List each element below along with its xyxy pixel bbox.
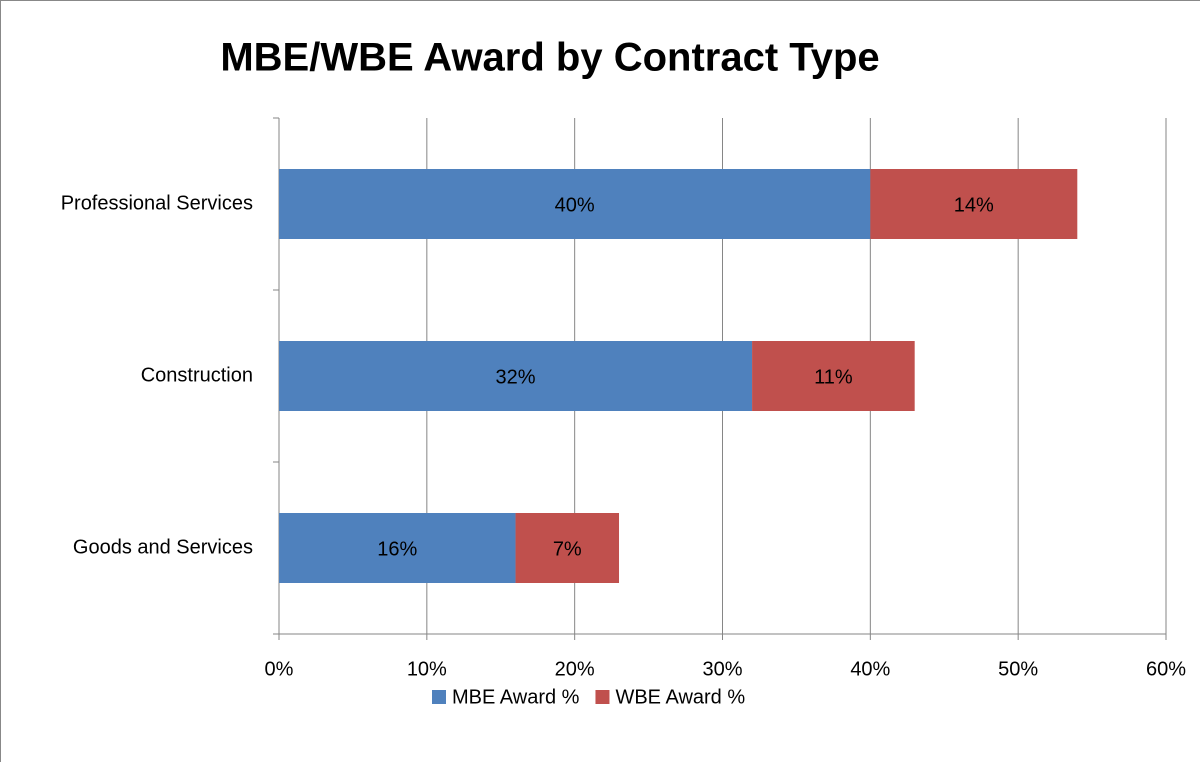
x-tick-label: 60% <box>1146 658 1186 680</box>
bar-segment <box>870 169 1078 239</box>
x-tick-label: 10% <box>407 658 447 680</box>
x-tick-label: 50% <box>998 658 1038 680</box>
bar-segment <box>279 341 753 411</box>
x-tick-label: 0% <box>265 658 294 680</box>
x-tick-label: 30% <box>702 658 742 680</box>
legend-swatch <box>595 690 610 704</box>
data-label: 32% <box>496 366 536 388</box>
y-tick-label: Professional Services <box>61 192 253 214</box>
data-label: 7% <box>553 538 582 560</box>
x-tick-label: 40% <box>850 658 890 680</box>
chart-title: MBE/WBE Award by Contract Type <box>220 36 879 80</box>
legend-swatch <box>432 690 446 704</box>
y-tick-label: Construction <box>141 364 253 386</box>
bar-segment <box>752 341 915 411</box>
bar-segment <box>279 513 516 583</box>
bar-segment <box>279 169 871 239</box>
y-tick-label: Goods and Services <box>73 536 253 558</box>
bar-segment <box>515 513 620 583</box>
legend-label: MBE Award % <box>452 686 580 708</box>
data-label: 14% <box>954 194 994 216</box>
data-label: 40% <box>555 194 595 216</box>
legend-label: WBE Award % <box>615 686 745 708</box>
data-label: 11% <box>814 366 853 388</box>
x-tick-label: 20% <box>555 658 595 680</box>
data-label: 16% <box>377 538 417 560</box>
